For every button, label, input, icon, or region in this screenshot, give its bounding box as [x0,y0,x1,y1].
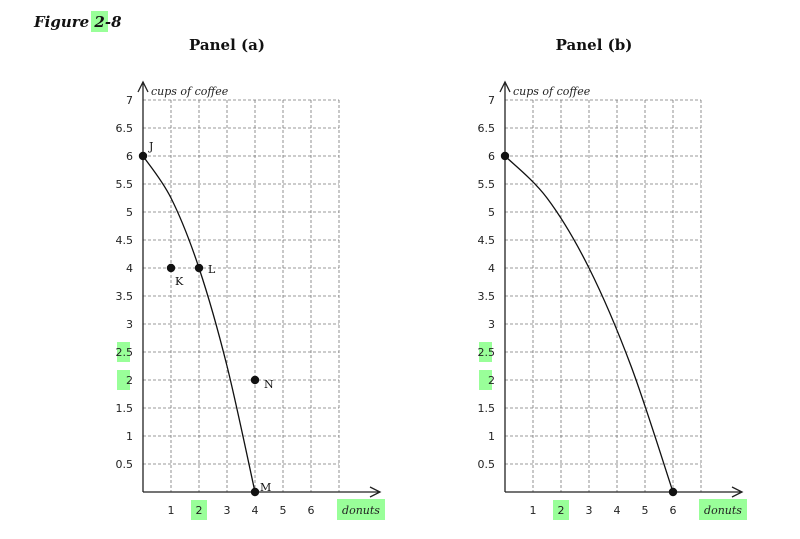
panel-a-y-axis-label: cups of coffee [151,85,229,98]
panel-b: Panel (b) 0.5 1 1.5 2 2.5 3 3.5 4 4.5 5 5.5 6 6.5 7 1 2 3… [478,36,747,520]
panel-a-x-tick-label: 2 [196,504,203,517]
panel-a-y-tick-label: 4.5 [116,234,134,247]
panel-a-y-tick-label: 2.5 [116,346,134,359]
panel-a-point-n [250,375,260,385]
panel-b-y-axis-label: cups of coffee [513,85,591,98]
panel-a-y-tick-label: 3.5 [116,290,134,303]
panel-b-y-tick-label: 3 [488,318,495,331]
panel-a-x-tick-label: 1 [168,504,175,517]
panel-b-x-tick-label: 3 [586,504,593,517]
panel-a-x-tick-label: 4 [252,504,259,517]
panel-a-point-label-n: N [264,378,274,391]
panel-b-y-tick-label: 7 [488,94,495,107]
panel-a-y-tick-label: 5 [126,206,133,219]
panel-b-y-tick-label: 6 [488,150,495,163]
panel-b-y-tick-label: 4 [488,262,495,275]
panel-a-x-tick-label: 6 [308,504,315,517]
panel-b-x-tick-highlight [553,500,569,520]
panel-a-x-tick-label: 3 [224,504,231,517]
panel-b-y-axis-arrow [499,80,511,93]
panel-b-x-tick-label: 2 [558,504,565,517]
panel-a-point-label-j: J [148,140,153,153]
panel-b-y-tick-label: 6.5 [478,122,496,135]
panel-b-y-tick-label: 0.5 [478,458,496,471]
panel-b-y-tick-label: 3.5 [478,290,496,303]
panel-a-y-tick-label: 5.5 [116,178,134,191]
panel-a-y-tick-label: 1.5 [116,402,134,415]
figure-title: Figure 2-8 [33,13,122,31]
panel-a-y-tick-highlight [117,370,130,390]
panel-b-x-tick-label: 4 [614,504,621,517]
panel-b-y-tick-label: 2 [488,374,495,387]
panel-a-title: Panel (a) [189,36,265,54]
panel-b-point-endpoint [500,151,510,161]
panel-a-x-tick-label: 5 [280,504,287,517]
panel-a-x-axis-label: donuts [342,504,380,517]
panel-a-point-l [194,263,204,273]
panel-a-y-tick-label: 2 [126,374,133,387]
panel-b-ppf-curve [504,155,674,493]
panel-a-x-tick-highlight [191,500,207,520]
panel-b-point-endpoint [668,487,678,497]
panel-b-x-axis-label-highlight [699,499,747,520]
panel-a-point-k [166,263,176,273]
panel-b-y-tick-highlight [479,342,492,362]
panel-a-point-label-k: K [175,275,184,288]
panel-b-x-axis-arrow [731,486,744,498]
panel-a-y-tick-label: 4 [126,262,133,275]
panel-b-x-tick-label: 5 [642,504,649,517]
panel-a-ppf-curve [142,155,256,493]
figure-title-highlight [91,11,108,32]
panel-a: Panel (a) 0.5 1 1.5 2 2.5 3 3.5 4 4.5 5 5.5 6 6.5 7 1 2 3… [116,36,385,520]
panel-b-title: Panel (b) [556,36,633,54]
figure-title-group: Figure 2-8 [33,11,122,32]
panel-b-x-tick-label: 6 [670,504,677,517]
panel-b-y-tick-label: 5.5 [478,178,496,191]
panel-a-y-tick-label: 6.5 [116,122,134,135]
panel-a-y-tick-label: 3 [126,318,133,331]
panel-a-y-tick-label: 1 [126,430,133,443]
panel-b-y-tick-label: 4.5 [478,234,496,247]
panel-b-y-tick-label: 5 [488,206,495,219]
panel-b-y-tick-highlight [479,370,492,390]
panel-a-y-tick-highlight [117,342,130,362]
panel-a-point-label-l: L [208,263,216,276]
panel-b-y-tick-label: 1.5 [478,402,496,415]
panel-a-y-tick-label: 6 [126,150,133,163]
panel-a-point-m [250,487,260,497]
panel-a-y-axis-arrow [137,80,149,93]
panel-a-x-axis-label-highlight [337,499,385,520]
panel-b-y-tick-label: 1 [488,430,495,443]
panel-a-y-tick-label: 0.5 [116,458,134,471]
panel-a-point-j [138,151,148,161]
panel-a-y-tick-label: 7 [126,94,133,107]
panel-b-y-tick-label: 2.5 [478,346,496,359]
panel-a-x-axis-arrow [369,486,382,498]
panel-b-x-tick-label: 1 [530,504,537,517]
panel-a-point-label-m: M [260,481,271,494]
panel-b-x-axis-label: donuts [704,504,742,517]
